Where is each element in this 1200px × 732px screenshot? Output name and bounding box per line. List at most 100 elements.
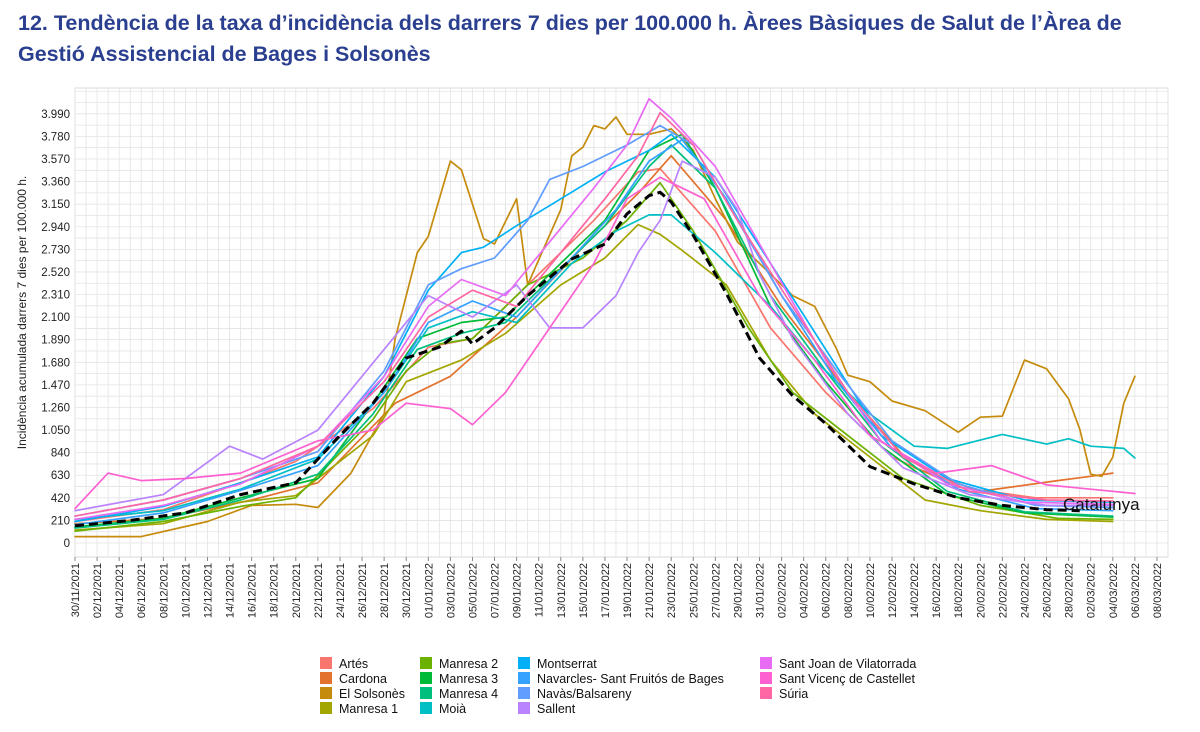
x-tick-label: 28/02/2022 [1064, 563, 1076, 618]
y-tick-label: 0 [64, 538, 70, 550]
y-tick-label: 630 [51, 470, 70, 482]
x-tick-label: 17/01/2022 [600, 563, 612, 618]
x-tick-label: 25/01/2022 [688, 563, 700, 618]
legend-item: Manresa 1 [320, 702, 398, 716]
legend-label: Artés [339, 657, 368, 671]
series-line [74, 223, 1114, 531]
y-tick-label: 3.150 [41, 199, 70, 211]
x-tick-label: 08/03/2022 [1152, 563, 1164, 618]
legend-swatch [420, 672, 432, 684]
x-tick-label: 30/12/2021 [401, 563, 413, 618]
y-tick-label: 3.990 [41, 109, 70, 121]
legend-item: Sant Joan de Vilatorrada [760, 657, 916, 671]
x-tick-label: 06/03/2022 [1130, 563, 1142, 618]
chart-title: 12. Tendència de la taxa d’incidència de… [18, 11, 1122, 66]
legend-item: Navarcles- Sant Fruitós de Bages [518, 672, 724, 686]
legend-label: Sant Joan de Vilatorrada [779, 657, 916, 671]
legend-label: Navàs/Balsareny [537, 687, 632, 701]
x-tick-label: 12/12/2021 [202, 563, 214, 618]
x-tick-label: 10/02/2022 [865, 563, 877, 618]
y-tick-label: 420 [51, 493, 70, 505]
x-tick-label: 18/02/2022 [953, 563, 965, 618]
series-line [74, 160, 1114, 512]
legend-item: Sallent [518, 702, 576, 716]
x-tick-label: 10/12/2021 [180, 563, 192, 618]
y-tick-label: 3.570 [41, 154, 70, 166]
x-tick-label: 11/01/2022 [534, 563, 546, 617]
legend-swatch [320, 702, 332, 714]
y-axis-label: Incidència acumulada darrers 7 dies per … [15, 176, 29, 450]
legend-swatch [420, 702, 432, 714]
x-tick-label: 24/02/2022 [1019, 563, 1031, 618]
legend-item: Manresa 3 [420, 672, 498, 686]
y-tick-label: 1.260 [41, 402, 70, 414]
x-tick-label: 30/11/2021 [70, 563, 82, 617]
y-tick-label: 2.730 [41, 244, 70, 256]
legend-swatch [760, 672, 772, 684]
x-tick-label: 22/02/2022 [997, 563, 1009, 618]
x-tick-label: 03/01/2022 [445, 563, 457, 618]
legend-swatch [518, 672, 530, 684]
legend-swatch [760, 687, 772, 699]
legend-item: Montserrat [518, 657, 597, 671]
y-tick-label: 1.890 [41, 335, 70, 347]
legend-label: Sant Vicenç de Castellet [779, 672, 915, 686]
x-tick-label: 29/01/2022 [732, 563, 744, 618]
x-tick-label: 01/01/2022 [423, 563, 435, 618]
x-tick-label: 02/12/2021 [92, 563, 104, 618]
legend-item: Navàs/Balsareny [518, 687, 632, 701]
y-tick-label: 1.050 [41, 425, 70, 437]
x-tick-label: 15/01/2022 [578, 563, 590, 618]
legend-swatch [420, 657, 432, 669]
x-tick-label: 23/01/2022 [666, 563, 678, 618]
series-line [74, 111, 1114, 517]
legend-swatch [320, 657, 332, 669]
legend-label: Manresa 3 [439, 672, 498, 686]
legend-swatch [320, 672, 332, 684]
legend-item: Súria [760, 687, 808, 701]
x-tick-label: 14/12/2021 [225, 563, 237, 618]
legend-item: El Solsonès [320, 687, 405, 701]
legend-item: Artés [320, 657, 368, 671]
legend-label: Manresa 1 [339, 702, 398, 716]
y-tick-label: 3.780 [41, 131, 70, 143]
x-tick-label: 21/01/2022 [644, 563, 656, 618]
y-tick-label: 1.680 [41, 357, 70, 369]
x-tick-label: 09/01/2022 [512, 563, 524, 618]
x-tick-label: 20/02/2022 [975, 563, 987, 618]
x-tick-label: 08/12/2021 [158, 563, 170, 618]
catalunya-annotation: Catalunya [1063, 495, 1140, 514]
x-tick-label: 26/12/2021 [357, 563, 369, 618]
y-axis-ticks: 0 210 420 630 840 1.050 1.260 1.470 1.680 1.890 2.… [41, 109, 70, 550]
series-line [74, 116, 1136, 538]
legend-label: Moià [439, 702, 466, 716]
x-axis-ticks: 30/11/2021 02/12/2021 04/12/2021 06/12/2021… [70, 557, 1164, 618]
y-tick-label: 840 [51, 448, 70, 460]
x-tick-label: 20/12/2021 [291, 563, 303, 618]
legend-item: Manresa 2 [420, 657, 498, 671]
y-tick-label: 1.470 [41, 380, 70, 392]
x-tick-label: 02/02/2022 [777, 563, 789, 618]
legend-swatch [320, 687, 332, 699]
x-tick-label: 19/01/2022 [622, 563, 634, 618]
y-tick-label: 3.360 [41, 177, 70, 189]
y-tick-label: 2.520 [41, 267, 70, 279]
series-lines [74, 97, 1136, 538]
legend-label: Manresa 2 [439, 657, 498, 671]
legend-swatch [760, 657, 772, 669]
x-tick-label: 05/01/2022 [467, 563, 479, 618]
y-tick-label: 2.940 [41, 222, 70, 234]
x-tick-label: 16/12/2021 [247, 563, 259, 618]
x-tick-label: 04/02/2022 [799, 563, 811, 618]
y-tick-label: 210 [51, 515, 70, 527]
y-tick-label: 2.310 [41, 290, 70, 302]
x-tick-label: 26/02/2022 [1042, 563, 1054, 618]
plot-area [74, 87, 1169, 558]
legend-swatch [518, 702, 530, 714]
x-tick-label: 31/01/2022 [755, 563, 767, 618]
legend-label: Cardona [339, 672, 387, 686]
x-tick-label: 12/02/2022 [887, 563, 899, 618]
legend-swatch [518, 687, 530, 699]
x-tick-label: 22/12/2021 [313, 563, 325, 618]
